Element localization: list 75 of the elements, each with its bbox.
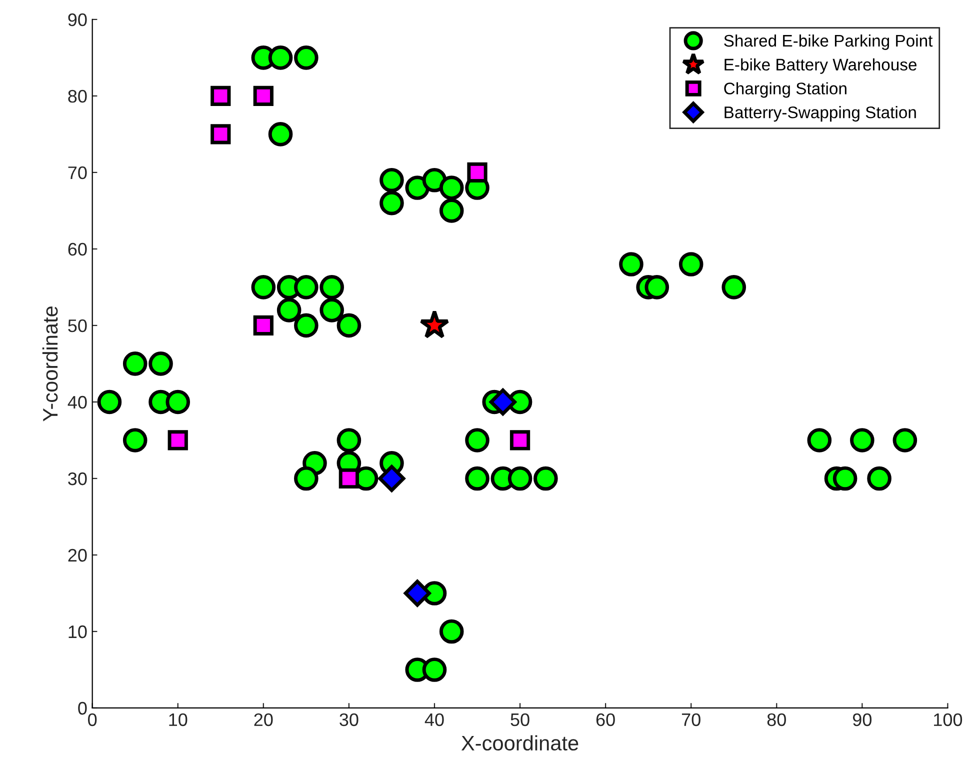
x-tick-label: 60	[596, 713, 615, 726]
y-tick-label: 40	[68, 396, 87, 409]
point	[678, 252, 704, 276]
legend-label: Shared E-bike Parking Point	[724, 34, 933, 50]
point	[850, 428, 874, 452]
x-tick-label: 20	[254, 713, 273, 726]
x-tick-label: 100	[934, 713, 962, 726]
point	[832, 466, 858, 491]
point	[294, 275, 318, 300]
point	[439, 198, 464, 223]
point	[467, 162, 488, 183]
point	[508, 466, 532, 491]
point	[276, 298, 302, 322]
x-tick-label: 30	[340, 713, 358, 726]
point	[294, 46, 318, 70]
point	[268, 122, 293, 146]
y-tick-label: 90	[68, 13, 87, 26]
point	[867, 466, 892, 491]
point	[336, 313, 362, 338]
x-tick-label: 80	[767, 713, 786, 726]
point	[380, 168, 404, 192]
legend-label: E-bike Battery Warehouse	[724, 58, 916, 74]
point	[422, 658, 447, 682]
y-tick-label: 30	[68, 472, 87, 486]
point	[122, 428, 148, 452]
legend-label: Batterry-Swapping Station	[724, 106, 916, 122]
point	[465, 428, 490, 452]
point	[148, 352, 173, 376]
x-tick-label: 50	[510, 713, 530, 726]
point	[168, 430, 188, 450]
point	[644, 275, 670, 300]
point	[338, 468, 360, 489]
point	[510, 430, 530, 450]
point	[251, 275, 276, 300]
point	[210, 124, 231, 144]
point	[465, 466, 490, 491]
point	[294, 466, 318, 491]
point	[534, 466, 558, 491]
point	[294, 313, 318, 338]
y-axis-title: Y-coordinate	[42, 306, 58, 422]
point	[439, 176, 464, 200]
point	[404, 580, 431, 607]
point	[378, 464, 406, 492]
x-tick-label: 40	[424, 713, 444, 726]
point	[892, 428, 918, 452]
point	[320, 275, 344, 300]
y-tick-label: 70	[68, 166, 87, 180]
point	[439, 619, 464, 644]
x-tick-label: 0	[88, 713, 97, 726]
point	[489, 388, 516, 416]
point	[420, 310, 450, 338]
x-axis-title: X-coordinate	[461, 735, 578, 751]
x-tick-label: 10	[169, 713, 188, 726]
y-tick-label: 0	[78, 702, 87, 715]
point	[336, 428, 362, 452]
x-tick-label: 70	[682, 713, 700, 726]
point	[166, 390, 190, 414]
point	[268, 46, 293, 70]
legend-label: Charging Station	[724, 82, 846, 98]
y-tick-label: 20	[68, 548, 87, 562]
point	[380, 190, 404, 216]
point	[320, 298, 344, 322]
point	[722, 275, 746, 300]
y-tick-label: 60	[68, 242, 87, 256]
y-tick-label: 80	[68, 90, 87, 103]
x-tick-label: 90	[852, 713, 872, 726]
point	[210, 86, 231, 106]
point	[97, 390, 122, 414]
y-tick-label: 10	[68, 625, 87, 638]
point	[619, 252, 644, 276]
point	[122, 352, 148, 376]
point	[253, 315, 274, 336]
y-tick-label: 50	[68, 319, 87, 332]
point	[807, 428, 832, 452]
point	[253, 86, 274, 106]
